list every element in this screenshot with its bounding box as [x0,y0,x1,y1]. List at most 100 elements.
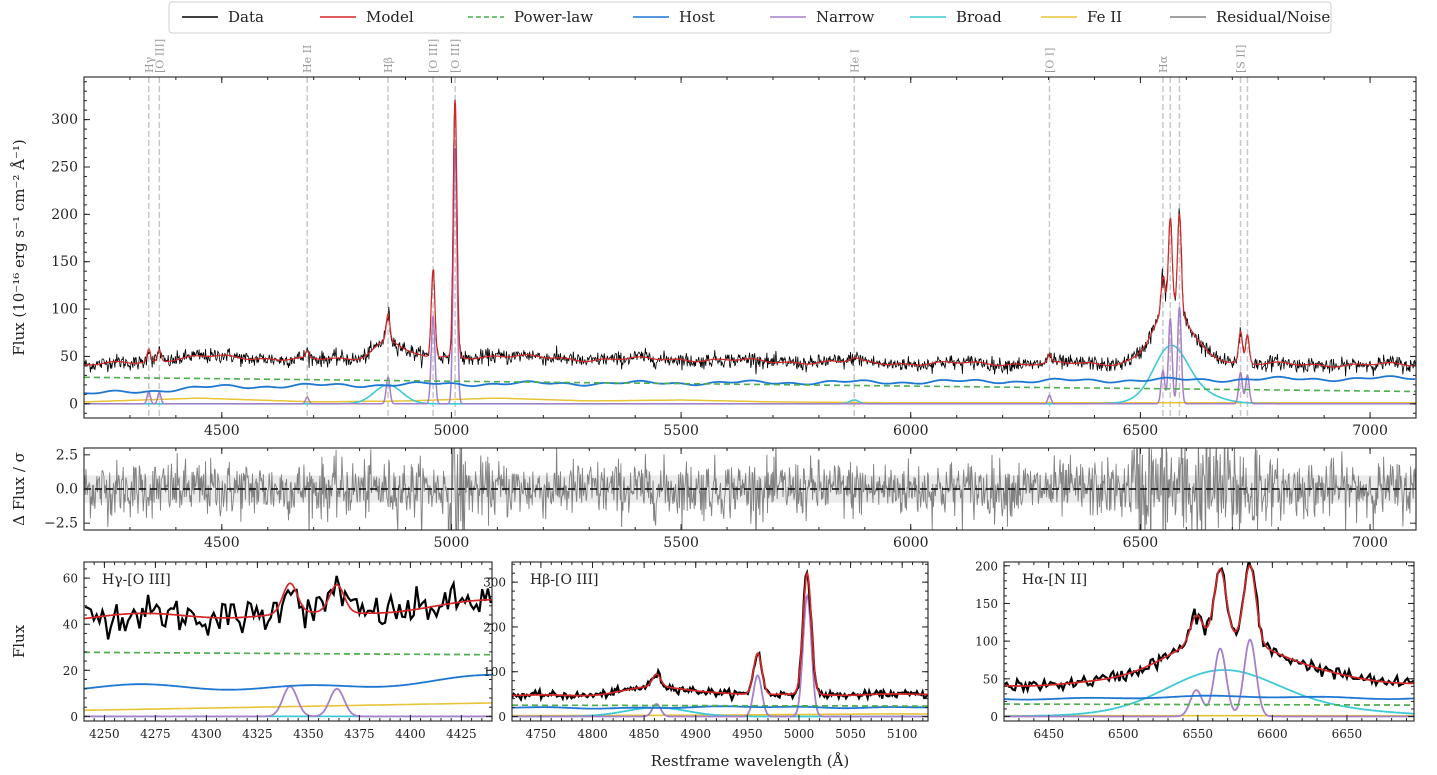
y-tick-label: 0 [69,396,78,412]
powerlaw-series [1004,703,1414,706]
plot-frame [83,561,493,722]
x-tick-label: 4325 [242,727,273,741]
zoom-panel-hbeta: 4750 4800 4850 4900 4950 5000 5050 5100 0 100 200 3… [483,561,929,741]
legend-label: Data [228,8,264,26]
plot-frame [83,76,1417,419]
spectrum-panel: Hγ[O III] He II Hβ [O III] [O III] He I [O I] H… [10,39,1417,439]
x-tick-label: 4375 [344,727,375,741]
y-tick-label: 250 [51,159,78,175]
x-tick-label: 6500 [1123,535,1159,551]
plot-frame [511,561,929,722]
legend-label: Fe II [1087,8,1122,26]
x-tick-label: 7000 [1352,423,1388,439]
line-marker-label: Hγ [143,56,156,73]
legend-label: Residual/Noise [1216,8,1330,26]
y-tick-label: 100 [51,302,78,318]
narrow-series [1004,638,1414,718]
line-marker-label: Hα [1157,55,1170,73]
x-tick-label: 5100 [887,727,918,741]
y-tick-label: 0 [70,710,78,724]
line-marker-label: He II [301,45,314,73]
x-tick-label: 6650 [1332,727,1363,741]
host-series [84,375,1416,395]
data-series [512,568,928,703]
y-tick-label: 200 [975,559,998,573]
zoom-panel-label: Hα-[N II] [1022,572,1087,588]
legend-entry: Residual/Noise [1170,8,1330,26]
y-tick-label: −2.5 [44,516,78,532]
legend-label: Broad [956,8,1002,26]
y-axis-label: Flux [10,624,28,658]
line-marker-label: He I [848,49,861,73]
x-tick-label: 6550 [1183,727,1214,741]
y-tick-label: 20 [63,664,78,678]
x-tick-label: 4275 [140,727,171,741]
y-tick-label: 60 [63,572,78,586]
x-tick-label: 4500 [204,423,240,439]
legend-label: Power-law [514,8,593,26]
y-axis-label: Flux (10⁻¹⁶ erg s⁻¹ cm⁻² Å⁻¹) [10,139,28,356]
x-tick-label: 6000 [893,423,929,439]
x-tick-label: 5000 [434,535,470,551]
line-marker-label: Hβ [382,57,395,73]
zoom-panel-hgamma: 4250 4275 4300 4325 4350 4375 4400 4425 0 20 40 60 H… [10,561,493,741]
legend-entry: Host [633,8,715,26]
x-tick-label: 4350 [293,727,324,741]
legend-entry: Data [182,8,264,26]
zoom-panel-label: Hγ-[O III] [102,572,171,588]
y-axis-label: Δ Flux / σ [10,452,28,526]
x-tick-label: 4950 [732,727,763,741]
x-tick-label: 5000 [434,423,470,439]
x-tick-label: 4400 [395,727,426,741]
y-tick-label: 150 [975,597,998,611]
broad-series [1004,669,1414,718]
y-tick-label: 300 [51,112,78,128]
host-series [84,673,492,691]
y-tick-label: 200 [483,620,506,634]
legend-box [168,1,1332,34]
x-tick-label: 4850 [629,727,660,741]
x-tick-label: 4250 [89,727,120,741]
narrow-series [84,148,1416,405]
line-marker-label: [O III] [427,39,440,73]
line-marker-label: [O III] [153,39,166,73]
legend-entry: Model [320,8,414,26]
x-tick-label: 5000 [784,727,815,741]
legend-entry: Broad [910,8,1002,26]
x-tick-label: 5500 [663,423,699,439]
x-axis-label: Restframe wavelength (Å) [651,752,850,770]
model-series [512,571,928,697]
y-tick-label: 0 [498,710,506,724]
x-tick-label: 5500 [663,535,699,551]
model-series [1004,564,1414,687]
y-tick-label: 40 [63,618,78,632]
plot-frame [83,447,1417,531]
narrow-series [512,593,928,718]
y-tick-label: 2.5 [56,447,78,463]
model-series [84,582,492,620]
host-series [512,705,928,710]
zoom-panel-label: Hβ-[O III] [530,572,598,588]
y-tick-label: 50 [60,349,78,365]
y-tick-label: 0 [990,710,998,724]
host-series [1004,694,1414,701]
feii-series [84,397,1416,404]
legend-label: Host [679,8,715,26]
legend-label: Model [366,8,414,26]
legend-entry: Narrow [770,8,874,26]
line-marker-label: [O III] [449,39,462,73]
zoom-panel-halpha: 6450 6500 6550 6600 6650 0 50 100 150 200 Hα-[N II… [975,559,1415,741]
x-tick-label: 4300 [191,727,222,741]
y-tick-label: 100 [483,665,506,679]
x-tick-label: 7000 [1352,535,1388,551]
x-tick-label: 4900 [680,727,711,741]
x-tick-label: 4750 [526,727,557,741]
line-marker-label: [O I] [1043,48,1056,73]
legend: Data Model Power-law Host Narrow Broad Fe II Re… [168,1,1332,34]
residual-series [84,448,1416,530]
legend-entry: Power-law [468,8,593,26]
y-tick-label: 0.0 [56,482,78,498]
powerlaw-series [84,376,1416,393]
x-tick-label: 4500 [204,535,240,551]
